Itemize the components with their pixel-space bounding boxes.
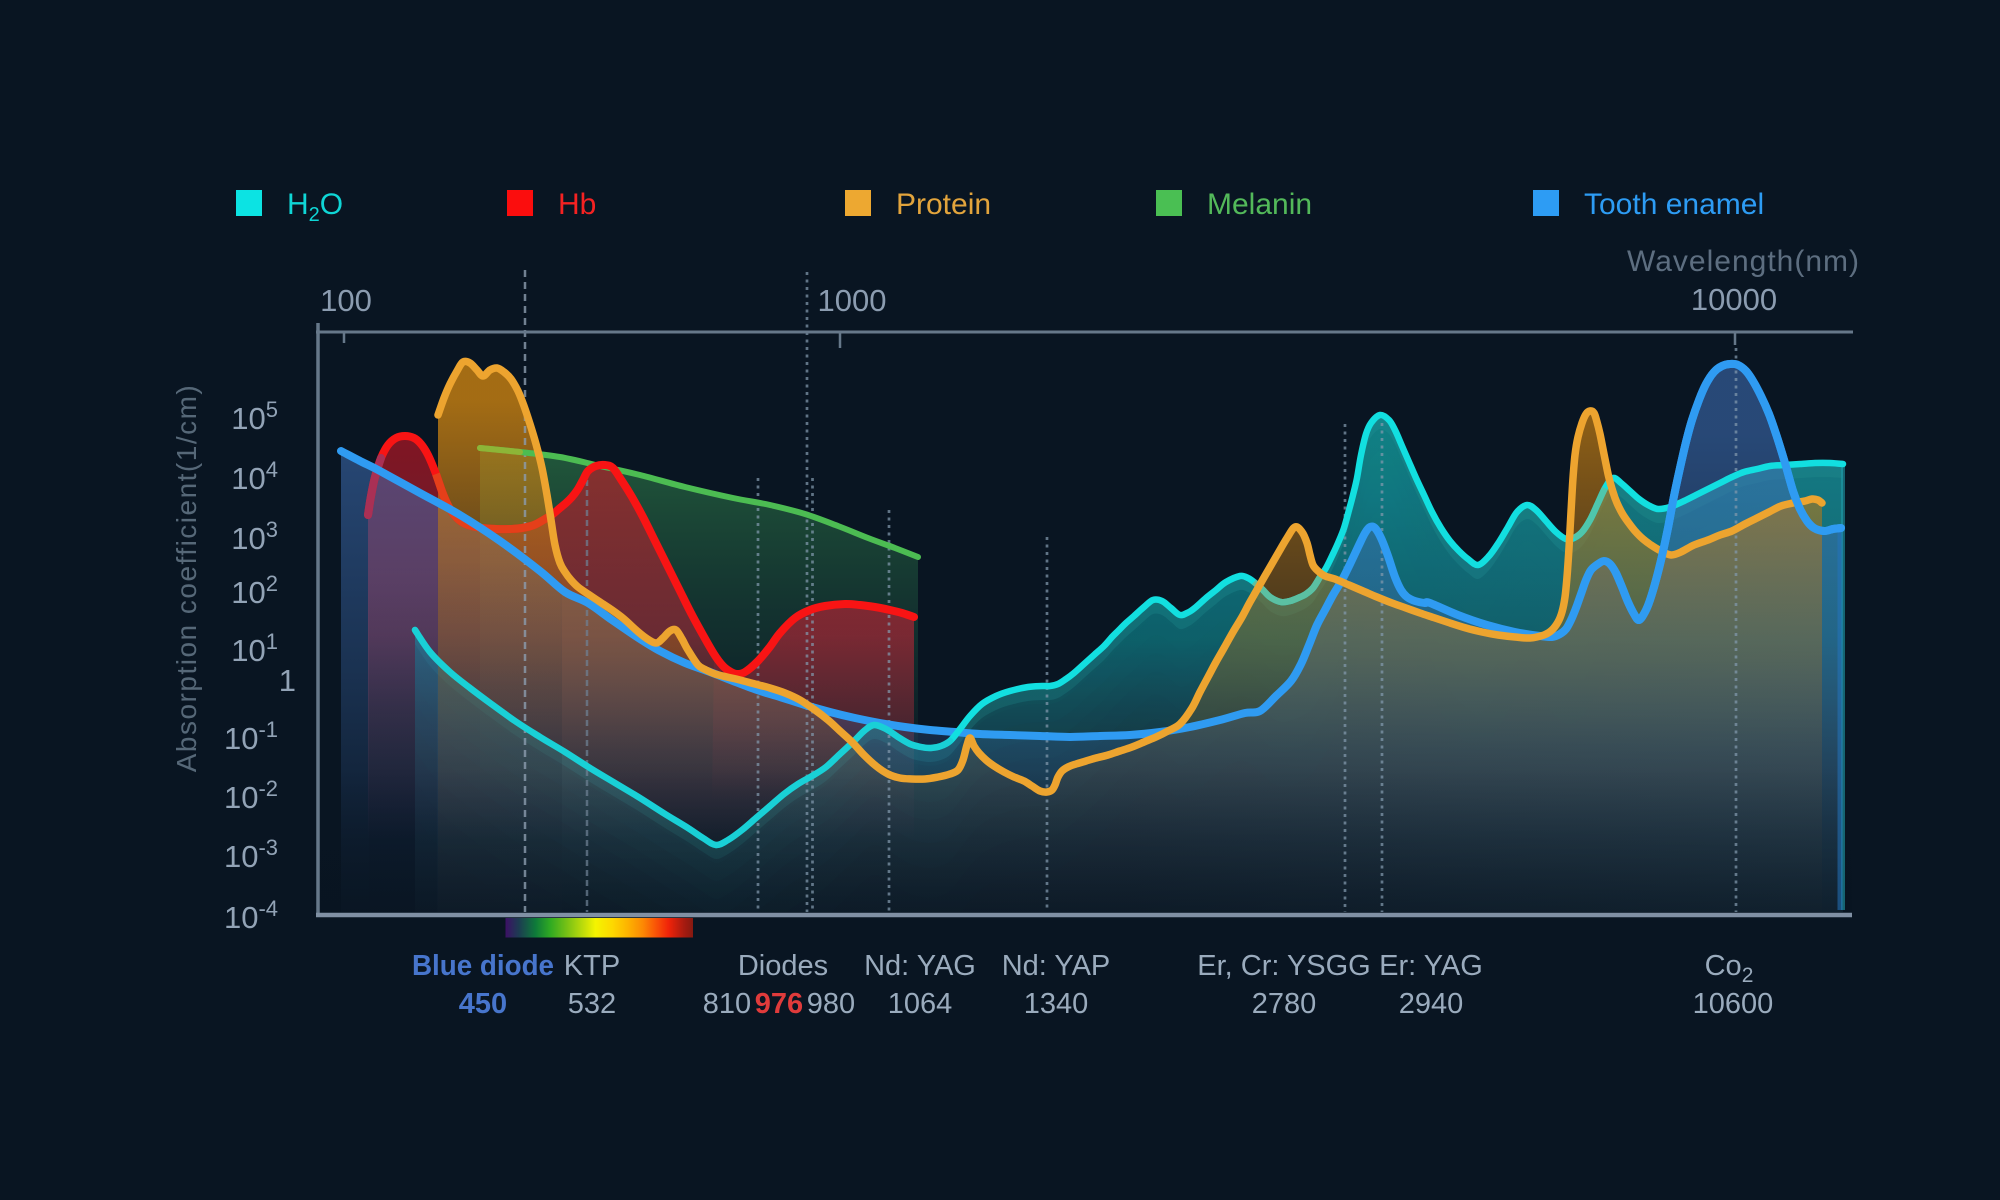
- svg-text:810: 810: [703, 988, 751, 1020]
- svg-text:10-3: 10-3: [224, 835, 278, 874]
- svg-text:103: 103: [231, 517, 278, 556]
- svg-text:1340: 1340: [1024, 988, 1089, 1020]
- svg-text:Blue diode: Blue diode: [412, 950, 554, 982]
- svg-text:532: 532: [568, 988, 616, 1020]
- svg-text:976: 976: [755, 988, 803, 1020]
- svg-text:980: 980: [807, 988, 855, 1020]
- svg-text:Melanin: Melanin: [1207, 188, 1312, 221]
- svg-text:101: 101: [231, 629, 278, 668]
- svg-text:Wavelength(nm): Wavelength(nm): [1627, 245, 1860, 278]
- svg-text:105: 105: [231, 397, 278, 436]
- svg-text:Tooth enamel: Tooth enamel: [1584, 188, 1764, 221]
- svg-text:Protein: Protein: [896, 188, 991, 221]
- svg-text:1064: 1064: [888, 988, 953, 1020]
- svg-text:Nd: YAG: Nd: YAG: [864, 950, 976, 982]
- svg-text:H2O: H2O: [287, 188, 343, 226]
- svg-text:Er: YAG: Er: YAG: [1379, 950, 1483, 982]
- svg-text:10-1: 10-1: [224, 717, 278, 756]
- svg-text:10000: 10000: [1691, 282, 1777, 317]
- svg-text:2940: 2940: [1399, 988, 1464, 1020]
- svg-text:10-4: 10-4: [224, 896, 278, 935]
- svg-text:KTP: KTP: [564, 950, 620, 982]
- svg-text:Co2: Co2: [1705, 950, 1754, 987]
- svg-text:102: 102: [231, 571, 278, 610]
- svg-text:104: 104: [231, 457, 278, 496]
- svg-text:10600: 10600: [1693, 988, 1774, 1020]
- svg-text:Er, Cr: YSGG: Er, Cr: YSGG: [1197, 950, 1371, 982]
- svg-text:450: 450: [459, 988, 507, 1020]
- svg-text:Nd: YAP: Nd: YAP: [1002, 950, 1111, 982]
- svg-text:Absorption coefficient(1/cm): Absorption coefficient(1/cm): [171, 384, 202, 773]
- svg-text:1: 1: [279, 663, 296, 698]
- svg-text:2780: 2780: [1252, 988, 1317, 1020]
- svg-text:Diodes: Diodes: [738, 950, 828, 982]
- svg-text:10-2: 10-2: [224, 776, 278, 815]
- svg-text:Hb: Hb: [558, 188, 596, 221]
- svg-text:1000: 1000: [818, 283, 887, 318]
- svg-text:100: 100: [320, 283, 372, 318]
